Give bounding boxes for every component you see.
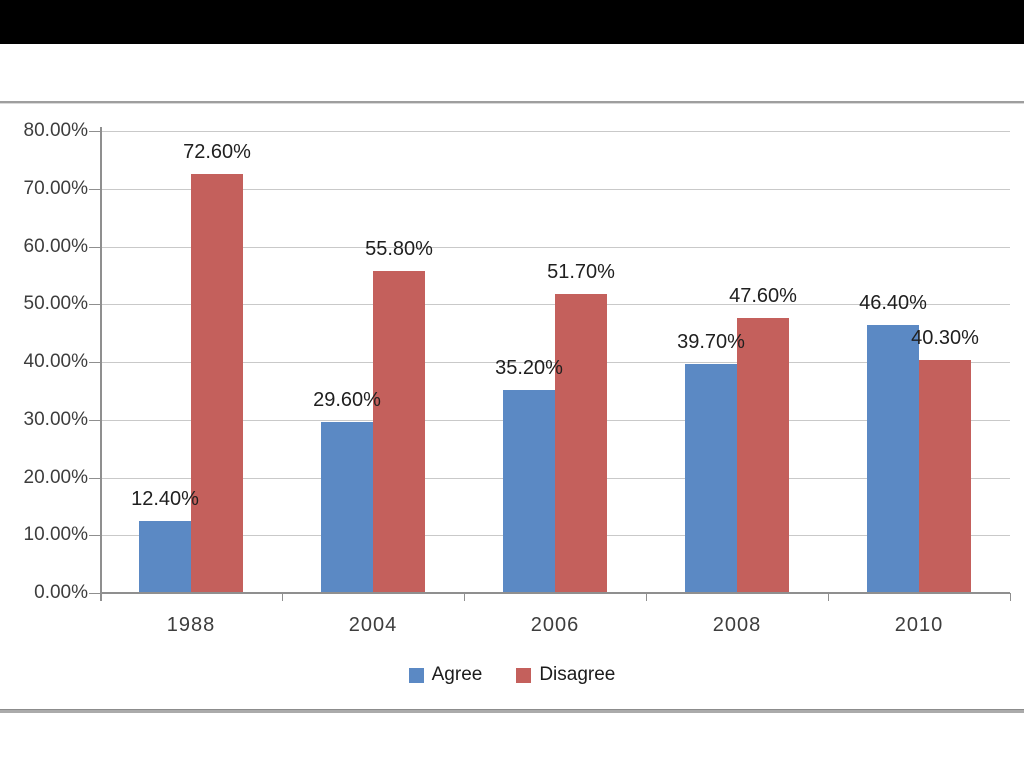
slide-divider-bottom bbox=[0, 710, 1024, 713]
y-axis-label: 0.00% bbox=[34, 582, 88, 603]
bar-chart: 0.00% 10.00% 20.00% 30.00% 40.00% 50.00% 60.00… bbox=[0, 103, 1024, 663]
data-label-disagree-2004: 55.80% bbox=[365, 237, 433, 260]
bar-agree-2004 bbox=[321, 422, 373, 593]
chart-legend: Agree Disagree bbox=[0, 664, 1024, 686]
y-axis-tick bbox=[89, 304, 100, 306]
y-axis-label: 80.00% bbox=[23, 120, 88, 141]
x-axis-tick bbox=[464, 593, 465, 601]
data-label-disagree-2010: 40.30% bbox=[911, 327, 979, 350]
legend-item-agree: Agree bbox=[408, 664, 483, 686]
legend-swatch-agree bbox=[408, 667, 424, 683]
y-axis-line bbox=[100, 127, 102, 601]
y-axis-label: 10.00% bbox=[23, 524, 88, 546]
bar-agree-2010 bbox=[867, 325, 919, 593]
x-axis-label: 2004 bbox=[348, 614, 398, 636]
legend-label-disagree: Disagree bbox=[539, 664, 616, 685]
x-axis-label: 2008 bbox=[712, 614, 762, 636]
legend-item-disagree: Disagree bbox=[516, 664, 615, 686]
legend-swatch-disagree bbox=[516, 667, 532, 683]
x-axis-tick bbox=[646, 593, 647, 601]
data-label-agree-1988: 12.40% bbox=[131, 488, 199, 511]
bar-disagree-2006 bbox=[555, 294, 607, 593]
gridline bbox=[100, 246, 1010, 248]
y-axis-tick bbox=[89, 131, 100, 132]
y-axis-tick bbox=[89, 477, 100, 479]
y-axis-label: 70.00% bbox=[23, 177, 88, 199]
x-axis-tick bbox=[100, 593, 101, 601]
data-label-disagree-1988: 72.60% bbox=[183, 140, 251, 163]
y-axis-tick bbox=[89, 246, 100, 248]
data-label-agree-2004: 29.60% bbox=[313, 389, 381, 412]
y-axis-tick bbox=[89, 362, 100, 363]
x-axis-line bbox=[100, 592, 1010, 594]
data-label-agree-2006: 35.20% bbox=[495, 356, 563, 379]
x-axis-label: 2006 bbox=[530, 614, 580, 636]
bar-disagree-1988 bbox=[191, 173, 243, 593]
x-axis-tick bbox=[828, 593, 829, 601]
data-label-agree-2010: 46.40% bbox=[859, 292, 927, 315]
y-axis-label: 50.00% bbox=[23, 293, 88, 315]
bar-disagree-2008 bbox=[737, 318, 789, 593]
y-axis-tick bbox=[89, 593, 100, 594]
y-axis-label: 20.00% bbox=[23, 466, 88, 488]
y-axis-label: 40.00% bbox=[23, 351, 88, 372]
y-axis-label: 30.00% bbox=[23, 408, 88, 430]
y-axis-tick bbox=[89, 535, 100, 537]
bar-agree-2006 bbox=[503, 389, 555, 593]
gridline bbox=[100, 188, 1010, 190]
x-axis-tick bbox=[282, 593, 283, 601]
bar-disagree-2004 bbox=[373, 270, 425, 593]
legend-label-agree: Agree bbox=[431, 664, 483, 685]
bar-agree-2008 bbox=[685, 363, 737, 593]
x-axis-tick bbox=[1010, 593, 1011, 601]
y-axis-tick bbox=[89, 419, 100, 421]
x-axis-label: 1988 bbox=[166, 614, 216, 636]
bar-agree-1988 bbox=[139, 521, 191, 593]
gridline bbox=[100, 131, 1010, 132]
data-label-disagree-2006: 51.70% bbox=[547, 261, 615, 284]
slide-divider-top bbox=[0, 101, 1024, 103]
y-axis-label: 60.00% bbox=[23, 235, 88, 257]
data-label-agree-2008: 39.70% bbox=[677, 330, 745, 353]
x-axis-label: 2010 bbox=[894, 614, 944, 636]
bar-disagree-2010 bbox=[919, 360, 971, 593]
top-black-bar bbox=[0, 0, 1024, 44]
y-axis-tick bbox=[89, 188, 100, 190]
data-label-disagree-2008: 47.60% bbox=[729, 285, 797, 308]
